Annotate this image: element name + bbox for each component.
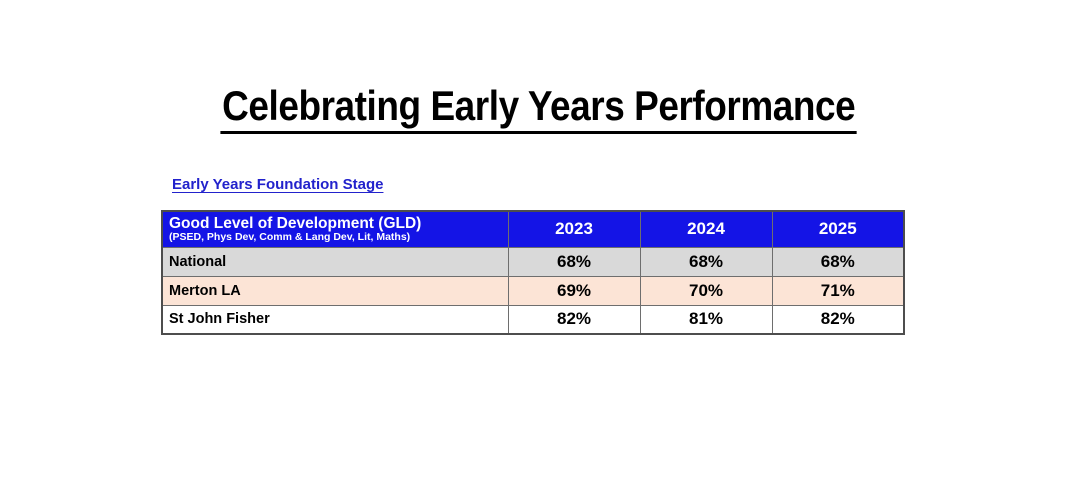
value-cell: 71% xyxy=(771,275,905,306)
table-row-st-john-fisher: St John Fisher 82% 81% 82% xyxy=(161,304,905,335)
row-label: St John Fisher xyxy=(161,304,509,335)
value-cell: 70% xyxy=(639,275,773,306)
value-cell: 82% xyxy=(507,304,641,335)
value-cell: 69% xyxy=(507,275,641,306)
value-cell: 68% xyxy=(771,246,905,277)
header-cell-year-2025: 2025 xyxy=(771,210,905,248)
page-title-text: Celebrating Early Years Performance xyxy=(220,83,858,135)
row-label: National xyxy=(161,246,509,277)
page-title: Celebrating Early Years Performance xyxy=(0,83,1078,135)
value-cell: 82% xyxy=(771,304,905,335)
header-cell-year-2024: 2024 xyxy=(639,210,773,248)
table-row-merton-la: Merton LA 69% 70% 71% xyxy=(161,275,905,306)
value-cell: 68% xyxy=(507,246,641,277)
header-cell-year-2023: 2023 xyxy=(507,210,641,248)
section-heading: Early Years Foundation Stage xyxy=(172,176,384,193)
table-header-row: Good Level of Development (GLD) (PSED, P… xyxy=(161,210,905,248)
header-gld-sub: (PSED, Phys Dev, Comm & Lang Dev, Lit, M… xyxy=(169,231,411,244)
value-cell: 81% xyxy=(639,304,773,335)
value-cell: 68% xyxy=(639,246,773,277)
gld-table: Good Level of Development (GLD) (PSED, P… xyxy=(161,210,905,335)
header-cell-gld: Good Level of Development (GLD) (PSED, P… xyxy=(161,210,509,248)
table-row-national: National 68% 68% 68% xyxy=(161,246,905,277)
row-label: Merton LA xyxy=(161,275,509,306)
header-gld-main: Good Level of Development (GLD) xyxy=(169,214,422,232)
